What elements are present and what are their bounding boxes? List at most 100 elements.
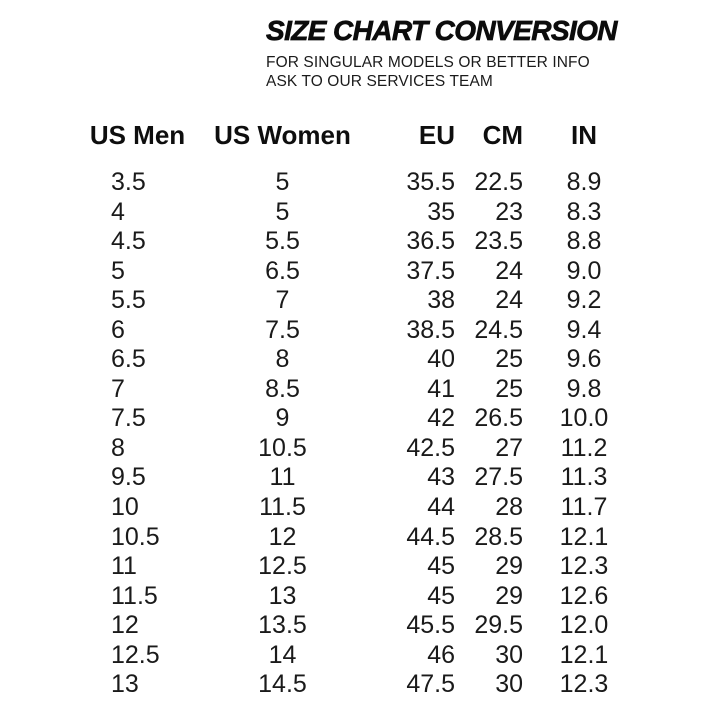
table-cell: 10.5: [258, 433, 307, 462]
table-cell: 41: [427, 374, 455, 403]
table-cell: 6.5: [111, 345, 146, 374]
table-cell: 35.5: [406, 168, 455, 196]
table-cell: 5: [111, 256, 125, 285]
table-cell: 3.5: [111, 168, 146, 196]
table-cell: 12.1: [559, 522, 609, 551]
table-cell: 5: [275, 197, 290, 226]
table-cell: 14: [268, 640, 297, 669]
table-cell: 6.5: [265, 256, 300, 285]
column-header-eu: EU: [418, 120, 455, 150]
table-cell: 5: [275, 168, 290, 196]
table-cell: 22.5: [474, 168, 523, 196]
table-row: 12 13.5 45.5 29.5 12.0: [85, 611, 642, 641]
table-row: 10 11.5 44 28 11.7: [85, 493, 642, 523]
table-cell: 24: [495, 256, 523, 285]
table-cell: 12.0: [559, 611, 609, 640]
table-cell: 11: [111, 552, 137, 581]
table-cell: 47.5: [406, 670, 455, 699]
table-cell: 24: [495, 286, 523, 315]
table-cell: 45: [427, 552, 455, 581]
table-row: 11 12.5 45 29 12.3: [85, 552, 642, 582]
table-cell: 7.5: [111, 404, 146, 433]
table-cell: 8: [275, 345, 290, 374]
table-cell: 42: [427, 404, 455, 433]
table-row: 6.5 8 40 25 9.6: [85, 345, 642, 375]
table-row: 12.5 14 46 30 12.1: [85, 641, 642, 671]
table-cell: 29: [495, 552, 523, 581]
table-cell: 40: [427, 345, 455, 374]
table-cell: 28: [495, 493, 523, 522]
table-cell: 29.5: [474, 611, 523, 640]
table-cell: 11: [269, 463, 296, 492]
table-cell: 45: [427, 581, 455, 610]
table-cell: 30: [495, 640, 523, 669]
table-cell: 12.3: [559, 670, 609, 699]
table-row: 9.5 11 43 27.5 11.3: [85, 463, 642, 493]
table-cell: 12: [268, 522, 297, 551]
table-cell: 6: [111, 315, 125, 344]
table-row: 10.5 12 44.5 28.5 12.1: [85, 523, 642, 553]
table-cell: 25: [495, 374, 523, 403]
subtitle-line-2: ASK TO OUR SERVICES TEAM: [266, 72, 493, 90]
table-cell: 13.5: [258, 611, 307, 640]
table-cell: 28.5: [474, 522, 523, 551]
table-cell: 27.5: [474, 463, 523, 492]
table-cell: 9.6: [566, 345, 602, 374]
table-cell: 8.3: [566, 197, 602, 226]
table-cell: 8.5: [265, 374, 300, 403]
table-cell: 11.7: [560, 493, 608, 522]
table-cell: 11.5: [259, 493, 306, 522]
table-row: 5.5 7 38 24 9.2: [85, 286, 642, 316]
table-row: 8 10.5 42.5 27 11.2: [85, 434, 642, 464]
table-cell: 44: [427, 493, 455, 522]
table-row: 7 8.5 41 25 9.8: [85, 375, 642, 405]
table-cell: 26.5: [474, 404, 523, 433]
column-header-us-men: US Men: [89, 120, 186, 150]
table-cell: 30: [495, 670, 523, 699]
table-cell: 12.5: [111, 640, 160, 669]
page-title: SIZE CHART CONVERSION: [266, 15, 618, 47]
table-cell: 8: [111, 433, 125, 462]
table-cell: 23: [495, 197, 523, 226]
table-cell: 38.5: [406, 315, 455, 344]
table-cell: 12.6: [559, 581, 609, 610]
table-cell: 13: [268, 581, 297, 610]
table-cell: 9.0: [566, 256, 602, 285]
table-cell: 14.5: [258, 670, 307, 699]
table-row: 6 7.5 38.5 24.5 9.4: [85, 316, 642, 346]
table-row: 3.5 5 35.5 22.5 8.9: [85, 168, 642, 198]
table-cell: 8.8: [566, 227, 602, 256]
table-cell: 7.5: [265, 315, 300, 344]
table-cell: 27: [495, 433, 523, 462]
table-cell: 12.1: [559, 640, 609, 669]
column-header-us-women: US Women: [214, 120, 351, 150]
title-block: SIZE CHART CONVERSION FOR SINGULAR MODEL…: [266, 14, 696, 91]
table-cell: 12: [111, 611, 139, 640]
table-cell: 29: [495, 581, 523, 610]
table-cell: 35: [427, 197, 455, 226]
table-cell: 37.5: [406, 256, 455, 285]
table-cell: 23.5: [474, 227, 523, 256]
table-cell: 11.3: [560, 463, 608, 492]
table-row: 5 6.5 37.5 24 9.0: [85, 257, 642, 287]
table-cell: 43: [427, 463, 455, 492]
table-cell: 9.5: [111, 463, 146, 492]
table-cell: 12.5: [258, 552, 307, 581]
table-cell: 10: [111, 493, 139, 522]
table-cell: 11.2: [560, 433, 608, 462]
table-cell: 46: [427, 640, 455, 669]
table-cell: 13: [111, 670, 139, 699]
table-row: 11.5 13 45 29 12.6: [85, 582, 642, 612]
table-cell: 7: [275, 286, 290, 315]
column-header-in: IN: [571, 120, 597, 150]
size-table-rows: 3.5 5 35.5 22.5 8.9 4 5 35 23 8.3 4.5 5.5 36.5 23.5 8.…: [85, 168, 642, 700]
table-cell: 10.5: [111, 522, 160, 551]
table-row: 7.5 9 42 26.5 10.0: [85, 404, 642, 434]
table-cell: 12.3: [559, 552, 609, 581]
column-header-cm: CM: [482, 120, 523, 150]
size-table-header: US Men US Women EU CM IN: [85, 120, 642, 150]
subtitle-line-1: FOR SINGULAR MODELS OR BETTER INFO: [266, 54, 590, 71]
table-cell: 4: [111, 197, 125, 226]
table-cell: 9.8: [566, 374, 602, 403]
